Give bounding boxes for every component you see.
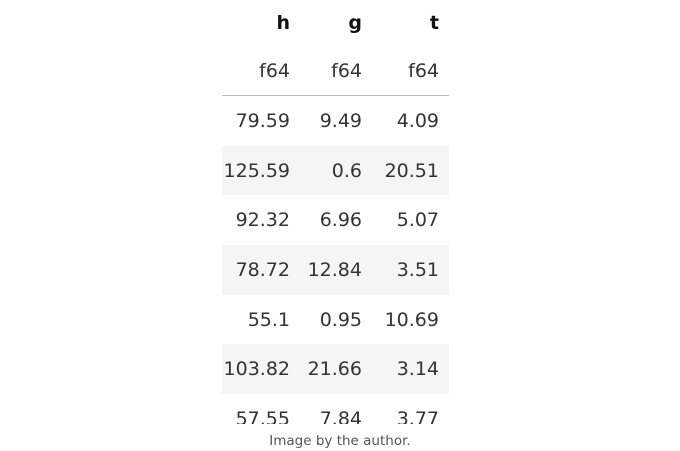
table-row: 55.1 0.95 10.69 bbox=[222, 294, 449, 345]
table-cell: 0.6 bbox=[300, 145, 372, 196]
table-row: 79.59 9.49 4.09 bbox=[222, 95, 449, 146]
table-row: 103.82 21.66 3.14 bbox=[222, 344, 449, 395]
table-cell: 3.51 bbox=[372, 245, 449, 295]
table-cell: 10.69 bbox=[372, 294, 449, 345]
table-cell: 21.66 bbox=[300, 344, 372, 395]
table-cell: 5.07 bbox=[372, 195, 449, 246]
table-cell: 78.72 bbox=[222, 245, 300, 295]
table-cell: 9.49 bbox=[300, 95, 372, 146]
table-cell: 6.96 bbox=[300, 195, 372, 246]
table-cell: 103.82 bbox=[222, 344, 300, 395]
table-cell: 57.55 bbox=[222, 394, 300, 424]
dataframe-table: h g t f64 f64 f64 79.59 9.49 4.09 125.59 bbox=[222, 0, 449, 424]
dtype-t: f64 bbox=[372, 46, 449, 96]
dtype-h: f64 bbox=[222, 46, 300, 96]
table-cell: 125.59 bbox=[222, 145, 300, 196]
image-caption: Image by the author. bbox=[269, 433, 411, 449]
column-header-row: h g t bbox=[222, 0, 449, 46]
table-cell: 4.09 bbox=[372, 95, 449, 146]
table-cell: 3.14 bbox=[372, 344, 449, 395]
column-header-h: h bbox=[276, 12, 290, 34]
table-cell: 55.1 bbox=[222, 294, 300, 345]
table-cell: 7.84 bbox=[300, 394, 372, 424]
column-header-g: g bbox=[348, 12, 362, 34]
dtype-row: f64 f64 f64 bbox=[222, 46, 449, 96]
dataframe-table-container[interactable]: h g t f64 f64 f64 79.59 9.49 4.09 125.59 bbox=[222, 0, 449, 424]
table-row: 92.32 6.96 5.07 bbox=[222, 195, 449, 246]
table-cell: 0.95 bbox=[300, 294, 372, 345]
table-cell: 79.59 bbox=[222, 95, 300, 146]
table-cell: 92.32 bbox=[222, 195, 300, 246]
table-row: 125.59 0.6 20.51 bbox=[222, 145, 449, 196]
dtype-g: f64 bbox=[300, 46, 372, 96]
table-row: 78.72 12.84 3.51 bbox=[222, 245, 449, 295]
table-cell: 20.51 bbox=[372, 145, 449, 196]
table-row: 57.55 7.84 3.77 bbox=[222, 394, 449, 424]
table-cell: 3.77 bbox=[372, 394, 449, 424]
column-header-t: t bbox=[429, 12, 439, 34]
table-cell: 12.84 bbox=[300, 245, 372, 295]
